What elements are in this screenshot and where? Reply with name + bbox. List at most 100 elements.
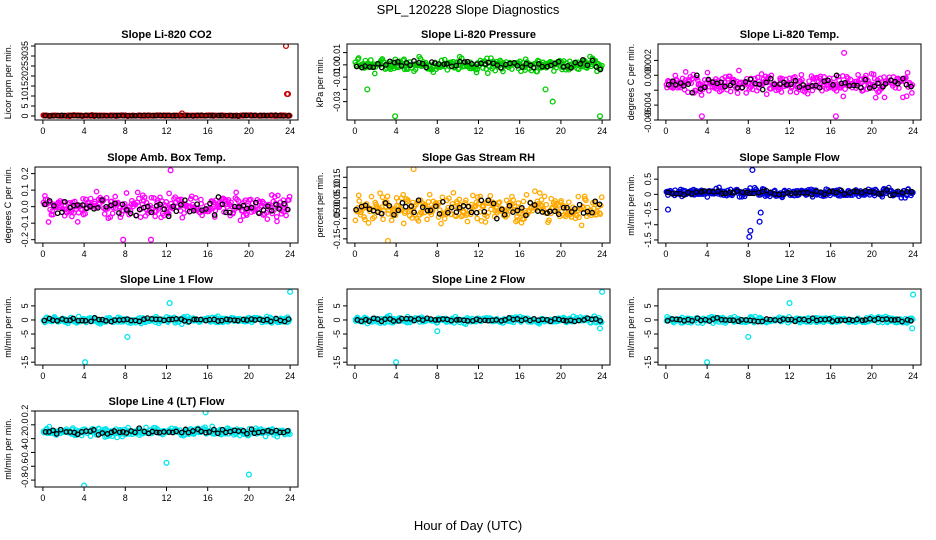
data-point [379, 194, 386, 201]
panel-8: Slope Line 3 Flow ml/min per min. 0 4 8 12 16 2… [626, 274, 922, 381]
data-point [713, 85, 720, 92]
hourly-point [465, 203, 472, 210]
hourly-point [560, 317, 567, 324]
y-tick-label: -5 [20, 330, 30, 338]
plot-frame [34, 410, 299, 488]
hourly-point [514, 207, 521, 214]
hourly-point [555, 58, 562, 65]
data-point [438, 220, 444, 227]
hourly-point [727, 189, 733, 196]
hourly-point [75, 112, 82, 119]
data-point [690, 71, 697, 78]
y-tick-label: -1 [643, 221, 653, 229]
x-tick-label: 12 [161, 371, 171, 381]
hourly-point [547, 318, 554, 325]
x-tick-label: 20 [556, 249, 566, 259]
y-axis-label: kPa per min. [315, 57, 325, 108]
hourly-point [92, 112, 98, 119]
hourly-point [90, 427, 97, 433]
x-tick-label: 12 [784, 126, 794, 136]
hourly-point [669, 190, 676, 197]
hourly-point [826, 188, 833, 195]
hourly-point [231, 317, 238, 324]
data-point [237, 217, 244, 224]
hourly-point [780, 191, 787, 197]
data-points [40, 289, 294, 365]
hourly-point [838, 80, 845, 87]
x-tick-label: 0 [40, 493, 45, 503]
hourly-point [219, 426, 226, 433]
hourly-point [511, 60, 518, 66]
panel-0: Slope Li-820 CO2 Licor ppm per min. 0 4 8 12 1… [3, 29, 299, 136]
y-tick-label: -0.03 [332, 91, 342, 112]
hourly-point [552, 208, 558, 215]
outlier-point [393, 359, 400, 365]
hourly-point [448, 204, 455, 211]
data-point [534, 68, 541, 75]
y-tick-label: -15 [643, 356, 653, 369]
hourly-point [461, 59, 468, 65]
x-tick-label: 24 [908, 126, 918, 136]
hourly-point [273, 201, 279, 208]
hourly-point [235, 112, 241, 119]
hourly-point [575, 317, 582, 324]
y-tick-label: 0 [643, 317, 653, 322]
hourly-point [448, 317, 455, 324]
hourly-point [218, 112, 225, 119]
data-point [881, 94, 888, 101]
data-point [148, 194, 155, 201]
hourly-point [871, 83, 878, 90]
y-tick-label: -0.1 [20, 215, 30, 231]
data-point [137, 214, 144, 221]
outlier-point [542, 86, 549, 93]
data-point [156, 204, 163, 210]
panel-title: Slope Li-820 Pressure [421, 29, 536, 41]
x-tick-label: 12 [473, 249, 483, 259]
outlier-point [549, 98, 556, 105]
hourly-point [568, 209, 575, 215]
hourly-point [173, 315, 180, 322]
hourly-point [693, 72, 700, 79]
data-point [778, 89, 785, 95]
data-point [181, 210, 187, 216]
data-point [480, 65, 486, 71]
y-tick-label: 0 [332, 317, 342, 322]
hourly-point [833, 72, 840, 79]
outlier-point [698, 113, 705, 120]
hourly-point [268, 207, 275, 214]
hourly-point [218, 317, 225, 324]
hourly-point [57, 426, 64, 433]
hourly-point [55, 112, 61, 119]
data-point [355, 55, 362, 61]
data-point [93, 188, 100, 195]
panel-5: Slope Sample Flow ml/min per min. 0 4 8 12 16 2… [626, 152, 922, 259]
outlier-point [599, 289, 606, 295]
data-point [532, 188, 538, 195]
hourly-point [680, 83, 687, 89]
data-point [361, 214, 367, 220]
hourly-point [231, 112, 238, 119]
data-point [734, 90, 741, 96]
hourly-point [42, 201, 48, 208]
x-tick-label: 16 [203, 371, 213, 381]
data-point [243, 212, 250, 218]
hourly-point [593, 64, 600, 70]
hourly-point [79, 202, 86, 208]
x-tick-label: 24 [285, 493, 295, 503]
x-tick-label: 4 [82, 249, 87, 259]
x-tick-label: 12 [161, 126, 171, 136]
hourly-point [428, 59, 435, 65]
hourly-point [734, 188, 741, 195]
hourly-point [215, 194, 222, 200]
hourly-point [260, 428, 266, 435]
data-point [228, 203, 235, 210]
hourly-point [267, 318, 274, 325]
hourly-point [285, 112, 292, 119]
hourly-point [70, 315, 77, 322]
data-point [598, 194, 605, 201]
hourly-point [132, 429, 138, 436]
hourly-point [739, 84, 746, 91]
hourly-point [673, 316, 680, 323]
hourly-point [111, 428, 118, 434]
x-tick-label: 20 [867, 249, 877, 259]
